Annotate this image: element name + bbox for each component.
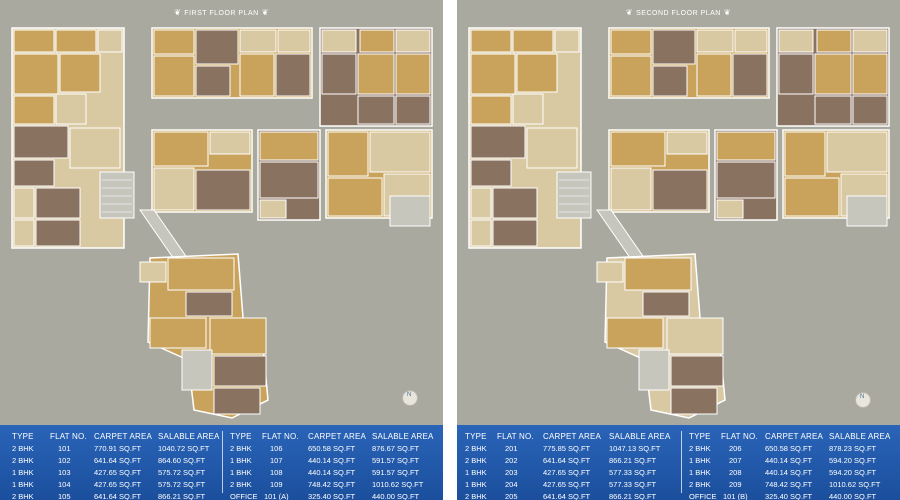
first-floor-panel: ❦ FIRST FLOOR PLAN ❦ — [0, 0, 443, 500]
table-col-type-left: TYPE 2 BHK 2 BHK 1 BHK 1 BHK 2 BHK — [12, 432, 34, 500]
table-col-flat-left: FLAT NO. 201 202 203 204 205 — [497, 432, 534, 500]
block-top-right-units — [319, 27, 433, 127]
table-divider — [222, 431, 223, 493]
table-divider — [681, 431, 682, 493]
block-lower-wing-units — [596, 253, 726, 419]
block-middle-units — [608, 129, 890, 227]
staircase-left — [99, 171, 135, 219]
table-col-carpet-right: CARPET AREA 650.58 SQ.FT 440.14 SQ.FT 44… — [765, 432, 824, 500]
first-floor-area-table: TYPE 2 BHK 2 BHK 1 BHK 1 BHK 2 BHK FLAT … — [0, 425, 443, 500]
block-middle-units — [151, 129, 433, 227]
block-top-middle-units — [151, 27, 313, 99]
table-col-carpet-left: CARPET AREA 775.85 SQ.FT 641.64 SQ.FT 42… — [543, 432, 602, 500]
ornament-right-icon: ❦ — [723, 8, 732, 17]
table-col-type-right: TYPE 2 BHK 1 BHK 1 BHK 2 BHK OFFICE — [230, 432, 258, 500]
block-top-right-units — [776, 27, 890, 127]
table-col-flat-left: FLAT NO. 101 102 103 104 105 — [50, 432, 87, 500]
table-col-flat-right: FLAT NO. 106 107 108 109 101 (A) — [262, 432, 299, 500]
ornament-right-icon: ❦ — [261, 8, 269, 17]
corridor-connector — [139, 209, 191, 263]
table-col-salable-left: SALABLE AREA 1040.72 SQ.FT 864.60 SQ.FT … — [158, 432, 220, 500]
table-col-carpet-right: CARPET AREA 650.58 SQ.FT 440.14 SQ.FT 44… — [308, 432, 367, 500]
table-col-type-left: TYPE 2 BHK 2 BHK 1 BHK 1 BHK 2 BHK — [465, 432, 487, 500]
table-col-flat-right: FLAT NO. 206 207 208 209 101 (B) — [721, 432, 758, 500]
ornament-left-icon: ❦ — [174, 8, 182, 17]
first-floor-title: ❦ FIRST FLOOR PLAN ❦ — [174, 8, 269, 17]
table-col-salable-right: SALABLE AREA 876.67 SQ.FT 591.57 SQ.FT 5… — [372, 432, 434, 500]
north-compass-icon: N — [855, 392, 871, 408]
second-floor-area-table: TYPE 2 BHK 2 BHK 1 BHK 1 BHK 2 BHK FLAT … — [457, 425, 900, 500]
block-left-units — [11, 27, 125, 249]
ornament-left-icon: ❦ — [625, 8, 634, 17]
table-col-type-right: TYPE 2 BHK 1 BHK 1 BHK 2 BHK OFFICE — [689, 432, 717, 500]
block-lower-wing-units — [139, 253, 269, 419]
block-top-middle-units — [608, 27, 770, 99]
second-floor-title: ❦ SECOND FLOOR PLAN ❦ — [625, 8, 732, 17]
second-floor-plan-drawing — [468, 27, 890, 419]
table-col-carpet-left: CARPET AREA 770.91 SQ.FT 641.64 SQ.FT 42… — [94, 432, 153, 500]
staircase-left — [556, 171, 592, 219]
table-col-salable-left: SALABLE AREA 1047.13 SQ.FT 866.21 SQ.FT … — [609, 432, 671, 500]
north-compass-icon: N — [402, 390, 418, 406]
block-left-units — [468, 27, 582, 249]
first-floor-plan-drawing — [11, 27, 433, 419]
second-floor-panel: ❦ SECOND FLOOR PLAN ❦ — [457, 0, 900, 500]
corridor-connector — [596, 209, 648, 263]
table-col-salable-right: SALABLE AREA 878.23 SQ.FT 594.20 SQ.FT 5… — [829, 432, 891, 500]
